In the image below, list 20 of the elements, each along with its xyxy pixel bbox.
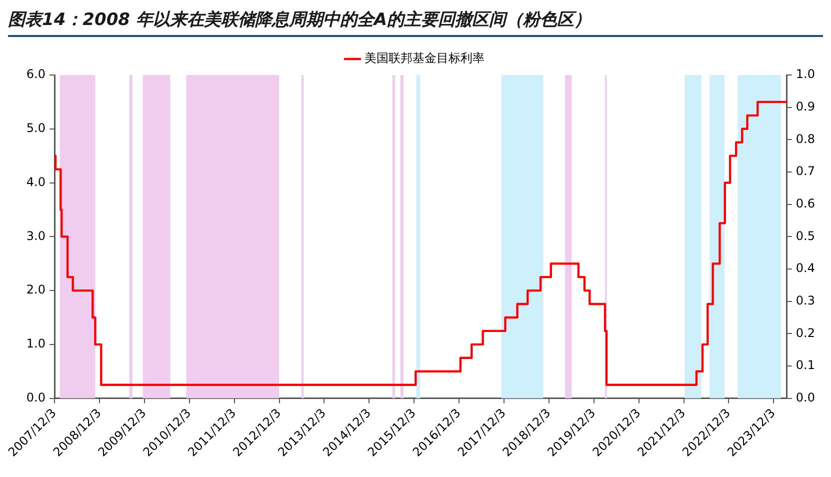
chart-title: 图表14：2008 年以来在美联储降息周期中的全A的主要回撤区间（粉色区） (8, 8, 823, 37)
y2-tick-label: 0.6 (796, 196, 816, 210)
y2-tick-label: 0.0 (796, 390, 816, 404)
y2-tick-label: 0.9 (796, 99, 816, 114)
y2-tick-label: 0.8 (796, 132, 816, 146)
y-tick-label: 2.0 (26, 282, 46, 297)
y-tick-label: 5.0 (26, 121, 46, 136)
y2-tick-label: 0.1 (796, 358, 816, 372)
y-tick-label: 3.0 (26, 228, 46, 243)
y-tick-label: 0.0 (26, 390, 46, 404)
y-tick-label: 1.0 (26, 336, 46, 351)
y2-tick-label: 0.3 (796, 293, 816, 308)
y-tick-label: 6.0 (26, 67, 46, 82)
y2-tick-label: 0.2 (796, 326, 816, 340)
y2-tick-label: 1.0 (796, 67, 816, 82)
y2-tick-label: 0.4 (796, 261, 816, 276)
y2-tick-label: 0.5 (796, 228, 816, 243)
legend-label: 美国联邦基金目标利率 (364, 51, 484, 66)
y2-tick-label: 0.7 (796, 164, 816, 178)
y-tick-label: 4.0 (26, 174, 46, 189)
